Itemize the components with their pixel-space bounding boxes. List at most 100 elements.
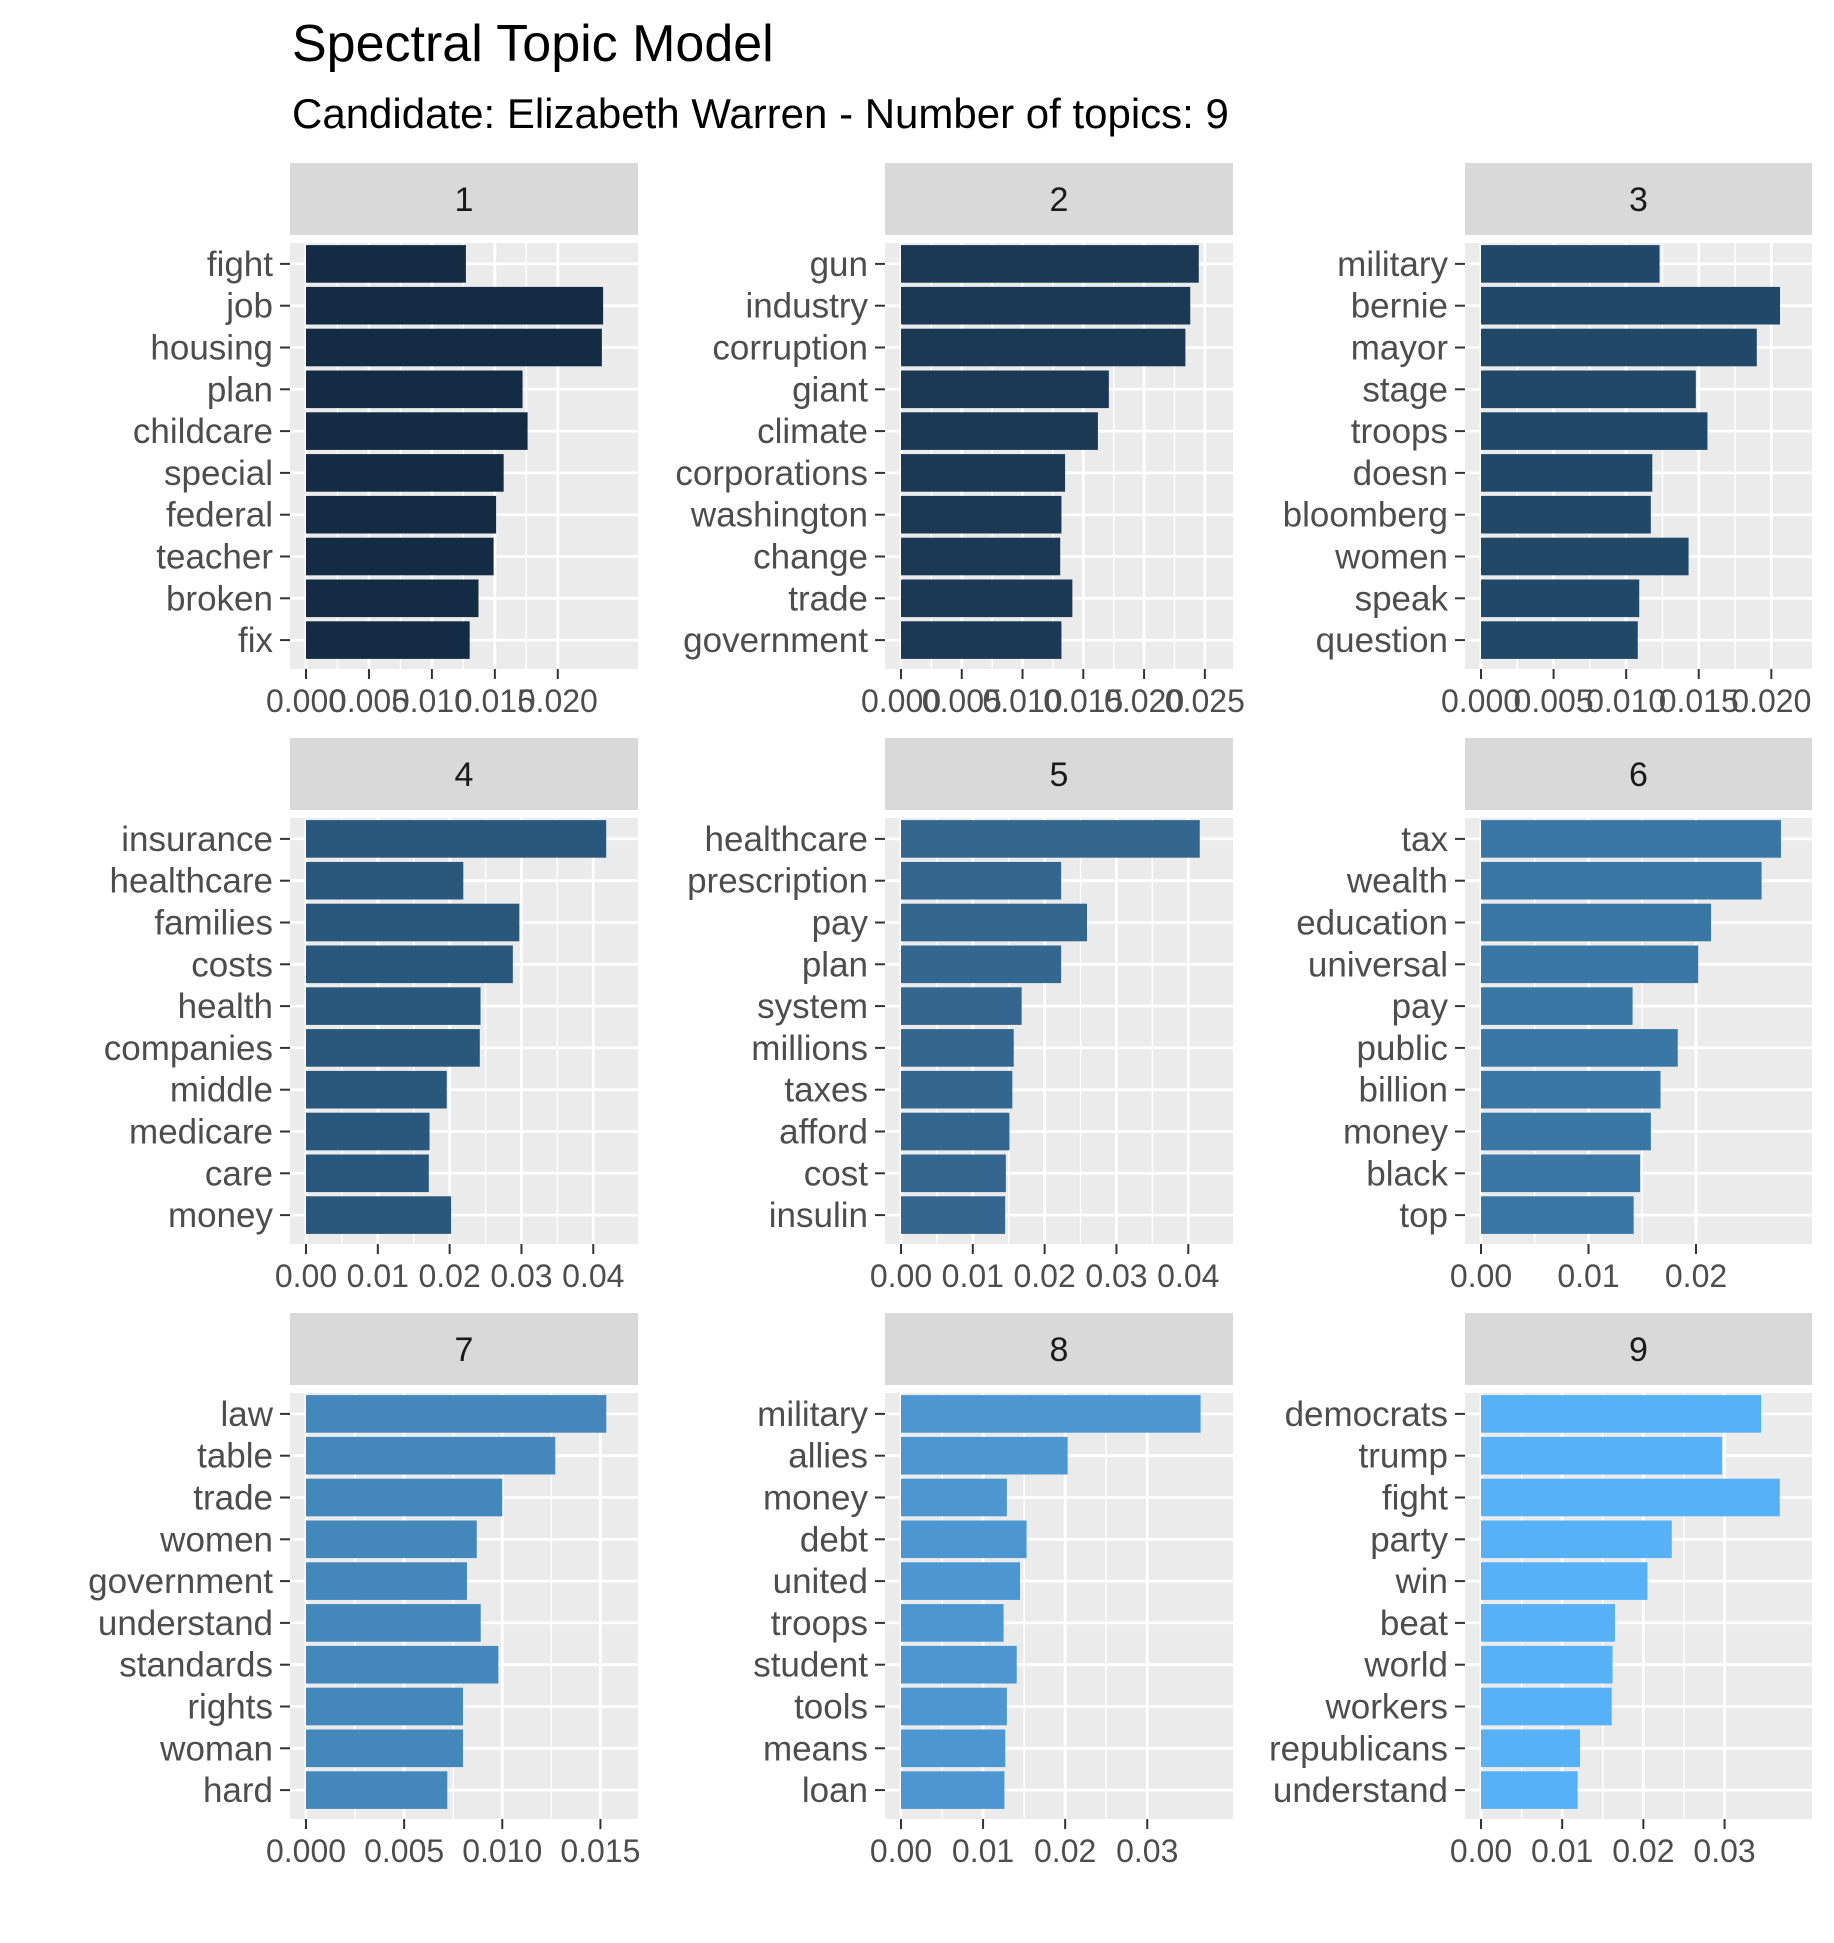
x-tick-label: 0.04	[1157, 1258, 1219, 1294]
bar	[306, 987, 481, 1025]
bar	[901, 1729, 1006, 1768]
bar	[901, 1154, 1006, 1193]
facet-strip-label: 3	[1629, 181, 1648, 219]
category-label: billion	[1359, 1071, 1449, 1110]
bar	[1481, 1196, 1634, 1234]
bar	[901, 454, 1066, 492]
category-label: afford	[779, 1113, 868, 1152]
facet-strip-label: 9	[1629, 1331, 1648, 1369]
bar	[901, 495, 1062, 534]
category-label: insulin	[769, 1196, 868, 1235]
bar	[306, 1112, 430, 1151]
bar	[306, 1729, 464, 1768]
facet-strip	[1465, 738, 1812, 810]
facet-strip	[1465, 1313, 1812, 1385]
bar	[901, 1029, 1014, 1067]
x-tick-label: 0.01	[942, 1258, 1004, 1294]
bar	[306, 621, 470, 659]
bar	[901, 579, 1073, 618]
category-label: question	[1316, 621, 1448, 660]
bar	[1481, 1645, 1613, 1684]
category-label: plan	[802, 945, 868, 984]
bar	[306, 820, 607, 858]
x-tick-label: 0.000	[266, 683, 346, 719]
category-label: debt	[800, 1520, 868, 1559]
category-label: childcare	[133, 412, 273, 451]
bar	[901, 1436, 1068, 1475]
bar	[901, 1478, 1007, 1517]
category-label: law	[220, 1395, 273, 1434]
bar	[1481, 286, 1781, 325]
bar	[901, 1196, 1006, 1234]
category-label: plan	[207, 370, 273, 409]
category-label: military	[1337, 245, 1448, 284]
category-label: women	[1334, 538, 1448, 577]
bar	[306, 1196, 452, 1234]
bar	[1481, 1562, 1648, 1600]
category-label: corporations	[675, 454, 868, 493]
x-tick-label: 0.03	[1693, 1833, 1755, 1869]
x-tick-label: 0.010	[982, 683, 1062, 719]
x-tick-label: 0.015	[455, 683, 535, 719]
bar	[306, 1645, 499, 1684]
category-label: gun	[810, 245, 868, 284]
bar	[306, 1070, 447, 1109]
category-label: costs	[191, 945, 273, 984]
bar	[1481, 1729, 1581, 1768]
bar	[1481, 1520, 1672, 1559]
bar	[1481, 1112, 1651, 1151]
category-label: health	[178, 987, 273, 1026]
category-label: world	[1363, 1646, 1448, 1685]
bar	[1481, 579, 1640, 618]
x-tick-label: 0.02	[1665, 1258, 1727, 1294]
bar	[306, 1520, 477, 1559]
category-label: cost	[804, 1154, 868, 1193]
category-label: pay	[812, 904, 869, 943]
facet-strip-label: 1	[455, 181, 474, 219]
x-tick-label: 0.010	[392, 683, 472, 719]
category-label: beat	[1380, 1604, 1448, 1643]
bar	[306, 495, 497, 534]
bar	[901, 537, 1061, 576]
x-tick-label: 0.000	[266, 1833, 346, 1869]
category-label: top	[1399, 1196, 1448, 1235]
category-label: broken	[166, 579, 273, 618]
category-label: means	[763, 1729, 868, 1768]
x-tick-label: 0.015	[560, 1833, 640, 1869]
category-label: women	[159, 1520, 273, 1559]
bar	[1481, 903, 1712, 942]
category-label: pay	[1392, 987, 1449, 1026]
x-tick-label: 0.005	[329, 683, 409, 719]
category-label: trump	[1359, 1437, 1448, 1476]
category-label: government	[88, 1562, 273, 1601]
category-label: government	[683, 621, 868, 660]
bar	[901, 412, 1098, 450]
category-label: troops	[1351, 412, 1448, 451]
facet-strip	[290, 1313, 638, 1385]
facet-strip-label: 8	[1050, 1331, 1069, 1369]
category-label: money	[1343, 1113, 1449, 1152]
bar	[306, 1771, 448, 1809]
bar	[901, 1645, 1017, 1684]
bar	[901, 245, 1199, 283]
category-label: tools	[794, 1688, 868, 1727]
category-label: medicare	[129, 1113, 273, 1152]
bar	[901, 1687, 1007, 1726]
x-tick-label: 0.01	[1531, 1833, 1593, 1869]
bar	[306, 412, 528, 450]
x-tick-label: 0.005	[1514, 683, 1594, 719]
bar	[1481, 495, 1651, 534]
category-label: allies	[788, 1437, 868, 1476]
bar	[306, 1562, 467, 1600]
x-tick-label: 0.000	[1441, 683, 1521, 719]
category-label: money	[168, 1196, 274, 1235]
bar	[306, 328, 602, 367]
category-label: doesn	[1353, 454, 1448, 493]
category-label: workers	[1324, 1688, 1448, 1727]
bar	[901, 286, 1191, 325]
category-label: democrats	[1285, 1395, 1448, 1434]
bar	[306, 903, 520, 942]
x-tick-label: 0.00	[870, 1258, 932, 1294]
x-tick-label: 0.020	[518, 683, 598, 719]
bar	[306, 245, 466, 283]
